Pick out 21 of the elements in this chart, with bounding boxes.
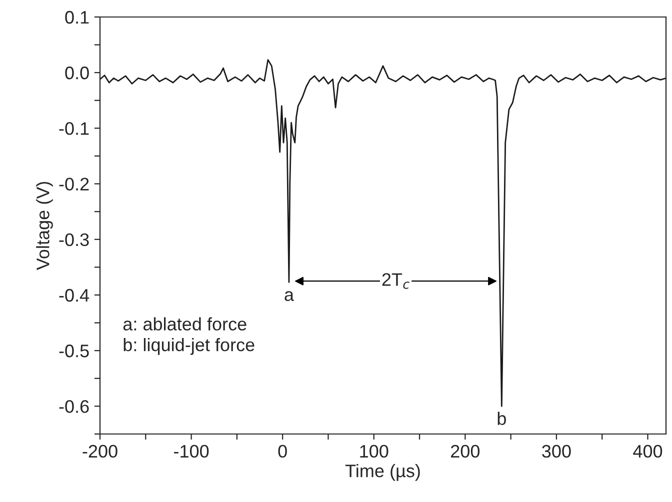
y-tick-label: -0.5 xyxy=(59,344,89,358)
y-tick-label: -0.4 xyxy=(59,288,90,302)
x-tick-label: 300 xyxy=(542,444,571,458)
y-axis-title: Voltage (V) xyxy=(36,182,53,270)
y-tick-label: -0.3 xyxy=(59,233,89,246)
annotation: a: ablated force b: liquid-jet force xyxy=(123,317,254,355)
y-tick-label: 0.0 xyxy=(65,66,89,80)
x-tick-label: 200 xyxy=(451,444,480,458)
y-tick-label: -0.1 xyxy=(59,122,89,135)
annotation: a xyxy=(284,291,294,302)
x-tick-label: 100 xyxy=(360,444,388,458)
y-tick-label: 0.1 xyxy=(65,10,89,24)
annotation: 2T$_{c}$ xyxy=(382,273,410,289)
x-tick-label: -100 xyxy=(174,444,209,458)
x-tick-label: -200 xyxy=(82,444,118,458)
y-tick-label: -0.6 xyxy=(59,400,89,413)
x-tick-label: 400 xyxy=(633,444,662,458)
x-axis-title: Time (µs) xyxy=(345,464,420,481)
y-tick-label: -0.2 xyxy=(59,178,89,191)
x-tick-label: 0 xyxy=(278,444,287,458)
annotation: b xyxy=(498,412,506,426)
